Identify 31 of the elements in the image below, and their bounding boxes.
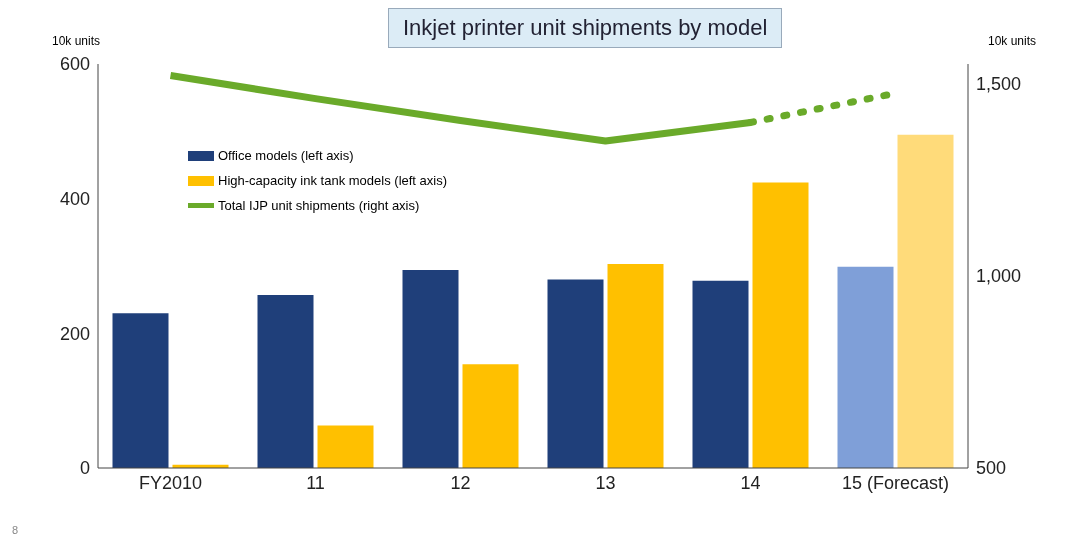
y2-tick-label: 1,500 [976,73,1022,94]
bar [607,263,664,468]
bar [897,134,954,468]
x-tick-label: 14 [740,472,761,493]
x-tick-label: FY2010 [138,472,203,493]
y2-tick-label: 500 [976,458,1007,479]
bar [692,280,749,468]
bar [837,266,894,468]
legend-label: High-capacity ink tank models (left axis) [218,173,448,188]
y-tick-label: 400 [59,189,90,210]
y-tick-label: 0 [79,458,90,479]
bar [257,294,314,468]
bar [402,270,459,468]
legend-label: Total IJP unit shipments (right axis) [218,198,420,213]
x-tick-label: 12 [450,472,471,493]
y-tick-label: 200 [59,323,90,344]
bar [317,425,374,468]
x-tick-label: 13 [595,472,616,493]
y-tick-label: 600 [59,54,90,75]
legend-label: Office models (left axis) [218,148,354,163]
y-axis-title: 10k units [52,34,101,48]
bar [462,364,519,468]
y2-tick-label: 1,000 [976,266,1022,287]
x-tick-label: 15 (Forecast) [841,472,950,493]
chart-title: Inkjet printer unit shipments by model [388,8,783,48]
y2-axis-title: 10k units [988,34,1037,48]
bar [547,279,604,468]
x-tick-label: 11 [306,472,325,493]
bar [752,182,809,468]
bar [112,313,169,468]
text: 8 [12,524,19,536]
